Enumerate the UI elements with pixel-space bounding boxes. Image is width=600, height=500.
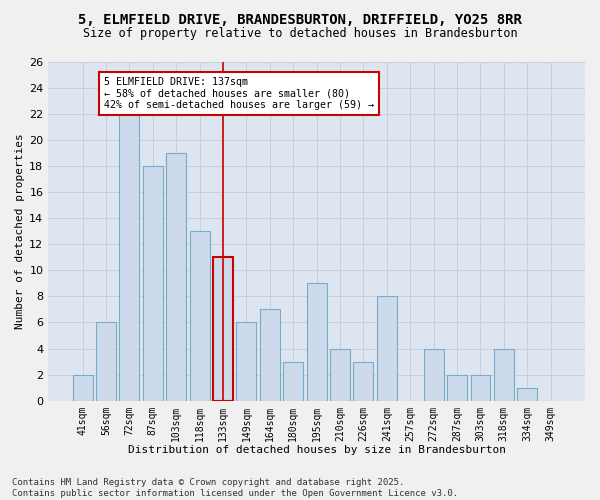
Bar bbox=[236, 322, 256, 400]
Text: Size of property relative to detached houses in Brandesburton: Size of property relative to detached ho… bbox=[83, 28, 517, 40]
Bar bbox=[377, 296, 397, 401]
Text: 5, ELMFIELD DRIVE, BRANDESBURTON, DRIFFIELD, YO25 8RR: 5, ELMFIELD DRIVE, BRANDESBURTON, DRIFFI… bbox=[78, 12, 522, 26]
Bar bbox=[119, 114, 139, 401]
Bar bbox=[494, 348, 514, 401]
Bar bbox=[307, 284, 326, 401]
Bar bbox=[353, 362, 373, 401]
Bar bbox=[190, 231, 209, 400]
Bar bbox=[447, 374, 467, 400]
Bar bbox=[143, 166, 163, 400]
Bar bbox=[424, 348, 443, 401]
Bar bbox=[330, 348, 350, 401]
X-axis label: Distribution of detached houses by size in Brandesburton: Distribution of detached houses by size … bbox=[128, 445, 506, 455]
Bar bbox=[96, 322, 116, 400]
Text: Contains HM Land Registry data © Crown copyright and database right 2025.
Contai: Contains HM Land Registry data © Crown c… bbox=[12, 478, 458, 498]
Bar bbox=[517, 388, 537, 400]
Text: 5 ELMFIELD DRIVE: 137sqm
← 58% of detached houses are smaller (80)
42% of semi-d: 5 ELMFIELD DRIVE: 137sqm ← 58% of detach… bbox=[104, 77, 374, 110]
Bar bbox=[213, 257, 233, 400]
Bar bbox=[260, 310, 280, 400]
Y-axis label: Number of detached properties: Number of detached properties bbox=[15, 133, 25, 329]
Bar bbox=[166, 153, 186, 400]
Bar bbox=[470, 374, 490, 400]
Bar bbox=[283, 362, 303, 401]
Bar bbox=[73, 374, 92, 400]
